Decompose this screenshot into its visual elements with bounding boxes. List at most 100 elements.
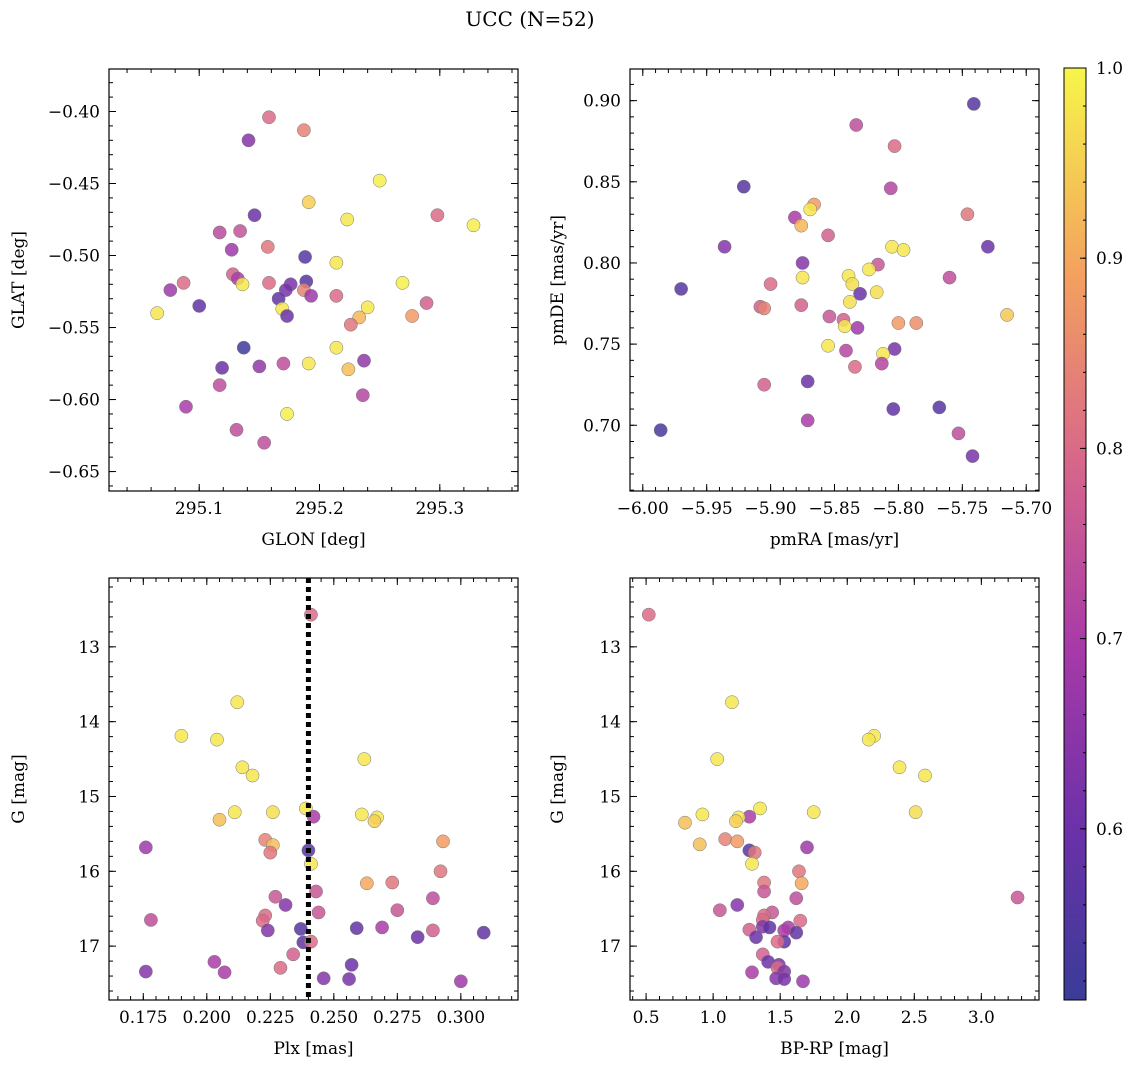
plx-g-data-point bbox=[174, 729, 189, 743]
glon-glat-data-point bbox=[262, 110, 276, 125]
glon-glat-data-point bbox=[329, 288, 344, 303]
bprp-g-data-point bbox=[806, 805, 821, 820]
bprp-g-x-tick-label: 2.0 bbox=[834, 1008, 861, 1028]
bprp-g-data-point bbox=[1010, 890, 1025, 905]
pmra-pmde-x-tick-label: −5.85 bbox=[808, 499, 860, 519]
plx-g-data-point bbox=[210, 732, 224, 747]
pmra-pmde-data-point bbox=[887, 139, 902, 153]
glon-glat-data-point bbox=[395, 276, 410, 290]
bprp-g-data-point bbox=[800, 840, 814, 855]
bprp-g-plot-frame bbox=[629, 577, 1040, 1001]
plx-g-data-point bbox=[245, 768, 260, 783]
bprp-g-data-point bbox=[730, 834, 745, 849]
bprp-g-data-point bbox=[762, 920, 777, 935]
bprp-g-data-point bbox=[710, 752, 725, 766]
pmra-pmde-data-point bbox=[853, 286, 867, 301]
glon-glat-data-point bbox=[357, 353, 371, 368]
bprp-g-data-point bbox=[777, 972, 792, 986]
pmra-pmde-data-point bbox=[849, 118, 864, 132]
pmra-pmde-data-point bbox=[845, 277, 860, 291]
bprp-g-x-axis-label: BP-RP [mag] bbox=[780, 1039, 889, 1059]
plx-g-data-point bbox=[453, 974, 468, 989]
plx-g-data-point bbox=[230, 695, 245, 710]
bprp-g-data-point bbox=[695, 807, 710, 822]
plx-g-y-tick-label: 16 bbox=[78, 862, 100, 882]
glon-glat-x-tick-label: 295.3 bbox=[415, 499, 464, 519]
bprp-g-data-point bbox=[792, 864, 806, 879]
colorbar-tick-label: 1.0 bbox=[1096, 59, 1123, 79]
panel-pmra-pmde: −6.00 −5.95 −5.90 −5.85 −5.80 −5.75 −5.70 0.70 0… bbox=[548, 68, 1052, 550]
colorbar-tick-label: 0.9 bbox=[1096, 249, 1123, 269]
pmra-pmde-data-point bbox=[966, 97, 981, 111]
pmra-pmde-x-tick-label: −5.80 bbox=[872, 499, 924, 519]
plx-g-data-point bbox=[273, 960, 288, 975]
bprp-g-x-tick-label: 2.5 bbox=[901, 1008, 928, 1028]
plx-g-data-point bbox=[235, 760, 250, 775]
plx-g-y-tick-label: 15 bbox=[78, 787, 100, 807]
glon-glat-data-point bbox=[179, 399, 193, 414]
glon-glat-data-point bbox=[304, 288, 318, 303]
bprp-g-y-tick-label: 14 bbox=[599, 713, 621, 733]
pmra-pmde-data-point bbox=[896, 243, 911, 257]
plx-g-data-point bbox=[311, 905, 326, 920]
pmra-pmde-data-point bbox=[800, 413, 815, 428]
glon-glat-data-point bbox=[163, 283, 178, 297]
plx-g-data-point bbox=[357, 752, 372, 766]
glon-glat-data-point bbox=[252, 359, 267, 374]
bprp-g-data-point bbox=[718, 832, 733, 846]
glon-glat-data-point bbox=[212, 225, 227, 240]
pmra-pmde-data-point bbox=[800, 374, 815, 389]
glon-glat-data-point bbox=[212, 378, 227, 392]
glon-glat-data-point bbox=[355, 388, 370, 403]
plx-g-x-tick-label: 0.225 bbox=[246, 1008, 295, 1028]
pmra-pmde-data-point bbox=[794, 298, 809, 313]
bprp-g-data-point bbox=[918, 768, 932, 783]
pmra-pmde-data-point bbox=[795, 270, 810, 285]
pmra-pmde-data-point bbox=[883, 181, 898, 196]
pmra-pmde-data-point bbox=[795, 256, 810, 270]
colorbar: 0.6 0.7 0.8 0.9 1.0 bbox=[1063, 59, 1123, 1001]
pmra-pmde-data-point bbox=[886, 402, 901, 416]
plx-g-data-point bbox=[390, 903, 405, 918]
glon-glat-data-point bbox=[301, 356, 316, 371]
glon-glat-data-point bbox=[343, 317, 358, 332]
pmra-pmde-data-point bbox=[942, 270, 957, 285]
glon-glat-data-point bbox=[224, 242, 239, 257]
bprp-g-x-tick-label: 1.5 bbox=[767, 1008, 794, 1028]
pmra-pmde-plot-frame bbox=[629, 68, 1040, 492]
pmra-pmde-data-point bbox=[757, 377, 772, 392]
glon-glat-data-point bbox=[229, 422, 244, 437]
plx-g-data-point bbox=[367, 814, 382, 829]
colorbar-tick-label: 0.8 bbox=[1096, 439, 1123, 459]
glon-glat-data-point bbox=[329, 255, 344, 270]
plx-g-data-point bbox=[144, 913, 158, 927]
bprp-g-data-point bbox=[753, 801, 767, 816]
glon-glat-y-tick-label: −0.40 bbox=[48, 102, 100, 122]
bprp-g-x-tick-label: 3.0 bbox=[968, 1008, 995, 1028]
bprp-g-data-point bbox=[789, 891, 804, 906]
bprp-g-data-point bbox=[747, 845, 762, 860]
plx-g-data-point bbox=[349, 921, 364, 936]
pmra-pmde-data-point bbox=[887, 342, 902, 356]
glon-glat-data-point bbox=[276, 356, 291, 371]
pmra-pmde-x-tick-label: −5.90 bbox=[745, 499, 797, 519]
glon-glat-data-point bbox=[298, 250, 312, 264]
glon-glat-x-tick-label: 295.1 bbox=[175, 499, 224, 519]
glon-glat-data-point bbox=[297, 123, 311, 138]
bprp-g-data-point bbox=[749, 930, 763, 944]
plx-g-data-point bbox=[354, 807, 369, 822]
plx-g-x-axis-label: Plx [mas] bbox=[273, 1039, 353, 1059]
glon-glat-data-point bbox=[233, 224, 247, 238]
glon-glat-data-point bbox=[329, 340, 344, 355]
pmra-pmde-data-point bbox=[674, 282, 688, 296]
pmra-pmde-y-tick-label: 0.70 bbox=[583, 416, 621, 436]
bprp-g-data-point bbox=[678, 815, 692, 830]
panel-bprp-g: 0.5 1.0 1.5 2.0 2.5 3.0 13 14 15 16 17 BP-RP [mag] G… bbox=[548, 577, 1040, 1059]
plx-g-data-point bbox=[286, 947, 301, 962]
glon-glat-data-point bbox=[257, 435, 272, 450]
pmra-pmde-data-point bbox=[862, 262, 876, 277]
bprp-g-y-tick-label: 17 bbox=[599, 937, 621, 957]
glon-glat-y-axis-label: GLAT [deg] bbox=[9, 231, 29, 329]
bprp-g-data-point bbox=[745, 856, 759, 871]
plx-g-x-tick-label: 0.300 bbox=[437, 1008, 486, 1028]
